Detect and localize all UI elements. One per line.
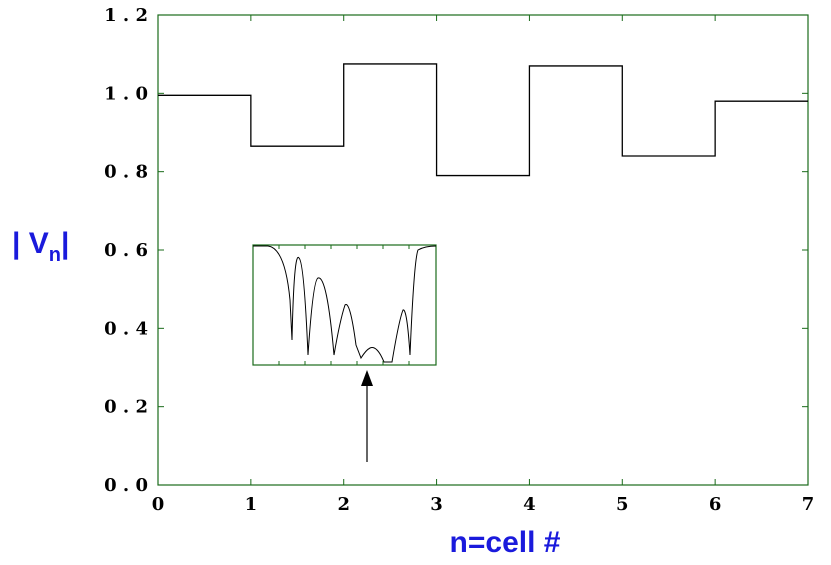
- y-tick-label: 0 . 0: [104, 475, 148, 496]
- y-tick-label: 0 . 6: [104, 240, 148, 261]
- inset-curve: [253, 245, 437, 363]
- y-tick-labels: 0 . 0 0 . 2 0 . 4 0 . 6 0 . 8 1 . 0 1 . 2: [104, 5, 148, 496]
- y-tick-label: 0 . 8: [104, 162, 148, 183]
- x-tick-label: 3: [430, 494, 443, 515]
- x-tick-labels: 0 1 2 3 4 5 6 7: [152, 494, 815, 515]
- x-tick-label: 0: [152, 494, 165, 515]
- x-tick-label: 2: [337, 494, 350, 515]
- tick-marks: [157, 14, 809, 486]
- inset-arrow: [361, 370, 373, 462]
- inset-plot: [252, 244, 437, 366]
- series-step-line: [158, 63, 808, 177]
- y-tick-label: 0 . 4: [104, 318, 148, 339]
- y-tick-label: 0 . 2: [104, 397, 148, 418]
- y-tick-label: 1 . 2: [104, 5, 148, 26]
- x-tick-label: 6: [709, 494, 722, 515]
- x-tick-label: 4: [523, 494, 536, 515]
- y-axis-label: | Vn|: [12, 227, 69, 266]
- x-tick-label: 1: [245, 494, 258, 515]
- y-tick-label: 1 . 0: [104, 83, 148, 104]
- x-tick-label: 5: [616, 494, 629, 515]
- inset-ticks: [278, 245, 410, 365]
- x-axis-label: n=cell #: [450, 526, 561, 559]
- x-tick-label: 7: [802, 494, 815, 515]
